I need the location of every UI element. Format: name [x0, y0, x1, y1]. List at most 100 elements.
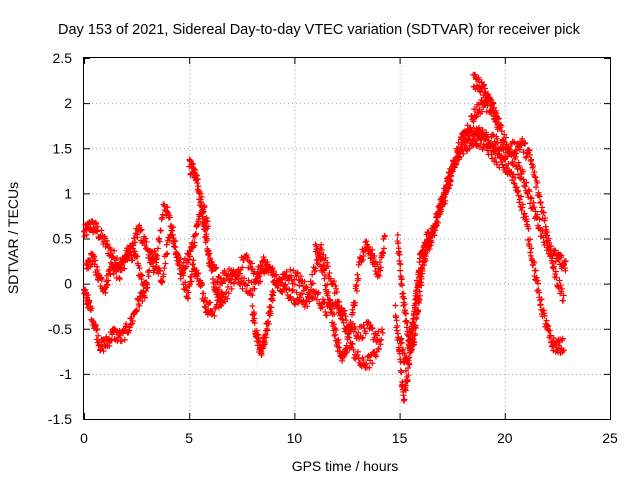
- data-point: [448, 173, 455, 180]
- data-point: [265, 320, 272, 327]
- data-point: [269, 297, 276, 304]
- data-point: [161, 203, 168, 210]
- data-point: [215, 286, 222, 293]
- data-point: [192, 167, 199, 174]
- data-point: [514, 189, 521, 196]
- data-point: [98, 276, 105, 283]
- data-point: [490, 104, 497, 111]
- data-point: [121, 336, 128, 343]
- data-point: [425, 242, 432, 249]
- y-tick-label: 1: [64, 185, 72, 201]
- data-point: [415, 307, 422, 314]
- data-point: [188, 273, 195, 280]
- data-point: [532, 174, 539, 181]
- data-point: [179, 264, 186, 271]
- data-point: [166, 214, 173, 221]
- data-point: [347, 319, 354, 326]
- data-point: [402, 307, 409, 314]
- data-point: [145, 273, 152, 280]
- data-point: [349, 309, 356, 316]
- y-tick-label: 0.5: [53, 231, 73, 247]
- data-point: [331, 332, 338, 339]
- data-point: [510, 171, 517, 178]
- data-point: [363, 360, 370, 367]
- data-point: [247, 287, 254, 294]
- data-point: [156, 238, 163, 245]
- data-point: [230, 280, 237, 287]
- data-point: [100, 336, 107, 343]
- data-point: [549, 259, 556, 266]
- data-point: [304, 303, 311, 310]
- data-point: [212, 265, 219, 272]
- data-point: [510, 180, 517, 187]
- data-point: [126, 324, 133, 331]
- data-point: [318, 241, 325, 248]
- data-point: [120, 258, 127, 265]
- data-point: [394, 231, 401, 238]
- data-point: [398, 276, 405, 283]
- data-point: [548, 243, 555, 250]
- data-point: [430, 227, 437, 234]
- data-point: [190, 257, 197, 264]
- data-point: [552, 268, 559, 275]
- data-point: [380, 250, 387, 257]
- y-tick-label: 2: [64, 95, 72, 111]
- data-point: [188, 278, 195, 285]
- data-point: [486, 96, 493, 103]
- data-point: [139, 272, 146, 279]
- data-point: [161, 265, 168, 272]
- data-point: [361, 325, 368, 332]
- data-point: [195, 270, 202, 277]
- data-point: [380, 245, 387, 252]
- data-point: [562, 267, 569, 274]
- data-point: [137, 271, 144, 278]
- data-point: [111, 335, 118, 342]
- data-point: [534, 179, 541, 186]
- data-point: [405, 332, 412, 339]
- axis-layer: 0 5 10 15 20 25 -1.5 -1 -0.5 0 0.5 1 1.5 2 2.5: [48, 50, 618, 446]
- data-point: [94, 223, 101, 230]
- data-point: [111, 325, 118, 332]
- series-track-h: [312, 232, 388, 364]
- data-point: [493, 135, 500, 142]
- data-point: [539, 204, 546, 211]
- data-point: [549, 264, 556, 271]
- y-tick-label: 1.5: [53, 140, 73, 156]
- data-point: [533, 274, 540, 281]
- data-point: [489, 145, 496, 152]
- data-point: [296, 294, 303, 301]
- data-point: [522, 183, 529, 190]
- data-point: [325, 288, 332, 295]
- data-point: [470, 125, 477, 132]
- data-point: [552, 258, 559, 265]
- data-point: [120, 326, 127, 333]
- data-point: [303, 284, 310, 291]
- data-point: [492, 107, 499, 114]
- data-point: [359, 334, 366, 341]
- data-point: [203, 214, 210, 221]
- data-point: [516, 196, 523, 203]
- data-point: [326, 270, 333, 277]
- data-point: [203, 237, 210, 244]
- data-point: [309, 280, 316, 287]
- data-point: [461, 138, 468, 145]
- data-point: [519, 136, 526, 143]
- data-point: [522, 139, 529, 146]
- data-point: [136, 302, 143, 309]
- data-point: [246, 257, 253, 264]
- data-point: [518, 207, 525, 214]
- data-point: [202, 226, 209, 233]
- data-point: [467, 128, 474, 135]
- data-point: [516, 146, 523, 153]
- data-point: [531, 169, 538, 176]
- y-axis-label: SDTVAR / TECUs: [5, 182, 21, 294]
- data-point: [88, 305, 95, 312]
- data-point: [440, 193, 447, 200]
- data-point: [503, 134, 510, 141]
- data-point: [545, 235, 552, 242]
- data-point: [295, 300, 302, 307]
- data-point: [333, 327, 340, 334]
- data-point: [406, 342, 413, 349]
- data-point: [456, 154, 463, 161]
- data-point: [114, 255, 121, 262]
